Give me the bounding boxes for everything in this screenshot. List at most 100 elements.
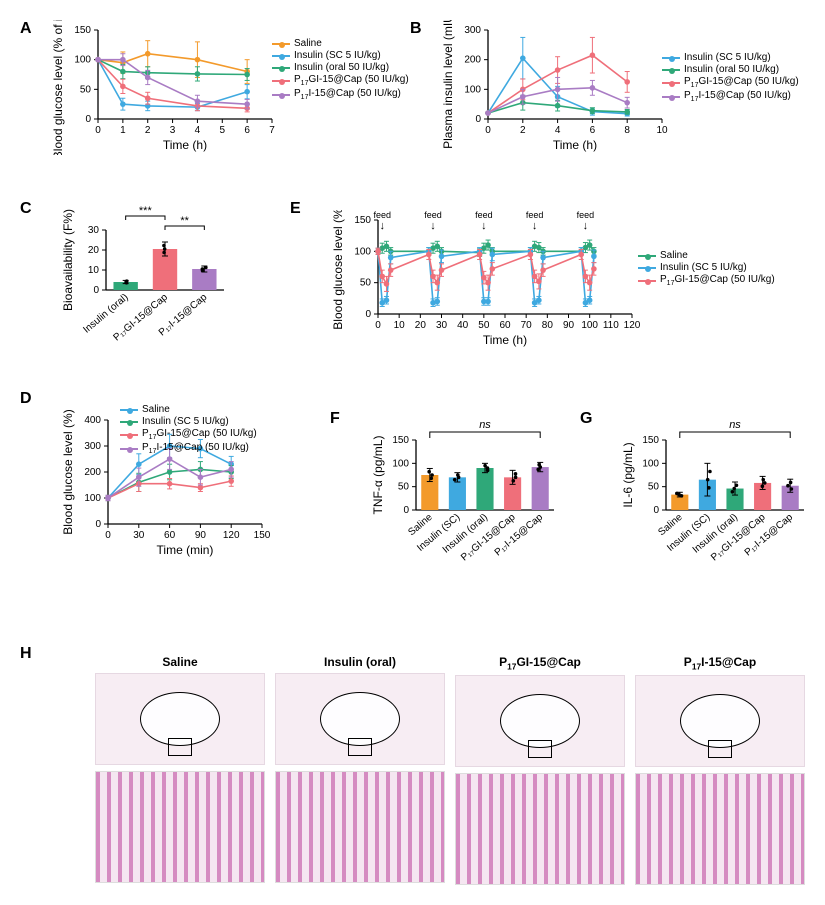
svg-text:Plasma insulin level (mIU/L): Plasma insulin level (mIU/L) bbox=[441, 20, 455, 149]
svg-text:0: 0 bbox=[375, 320, 381, 331]
histology-label: Saline bbox=[95, 655, 265, 669]
svg-text:Time (h): Time (h) bbox=[163, 138, 207, 152]
histology-col: P17GI-15@Cap bbox=[455, 655, 625, 885]
svg-text:feed: feed bbox=[526, 210, 544, 220]
svg-text:150: 150 bbox=[354, 215, 371, 226]
legend-E: SalineInsulin (SC 5 IU/kg)P17GI-15@Cap (… bbox=[638, 250, 775, 288]
svg-text:feed: feed bbox=[475, 210, 493, 220]
panel-label-E: E bbox=[290, 200, 301, 218]
svg-text:↓: ↓ bbox=[379, 220, 385, 232]
svg-text:40: 40 bbox=[457, 320, 469, 331]
svg-text:***: *** bbox=[139, 205, 153, 217]
svg-text:20: 20 bbox=[415, 320, 427, 331]
legend-B: Insulin (SC 5 IU/kg)Insulin (oral 50 IU/… bbox=[662, 52, 799, 104]
svg-text:50: 50 bbox=[478, 320, 490, 331]
histology-label: P17GI-15@Cap bbox=[455, 655, 625, 671]
svg-text:0: 0 bbox=[485, 125, 491, 136]
svg-text:5: 5 bbox=[220, 125, 226, 136]
svg-text:150: 150 bbox=[392, 435, 409, 446]
svg-text:Time (h): Time (h) bbox=[483, 333, 527, 347]
histology-thumb bbox=[455, 675, 625, 767]
svg-text:3: 3 bbox=[170, 125, 176, 136]
svg-text:↓: ↓ bbox=[481, 220, 487, 232]
svg-text:0: 0 bbox=[93, 285, 99, 296]
svg-text:50: 50 bbox=[360, 278, 372, 289]
histology-label: P17I-15@Cap bbox=[635, 655, 805, 671]
svg-text:30: 30 bbox=[133, 530, 145, 541]
svg-text:400: 400 bbox=[84, 415, 101, 426]
svg-text:200: 200 bbox=[84, 467, 101, 478]
histology-thumb bbox=[95, 673, 265, 765]
histology-col: P17I-15@Cap bbox=[635, 655, 805, 885]
histology-zoom bbox=[95, 771, 265, 883]
svg-text:Time (min): Time (min) bbox=[157, 543, 214, 557]
svg-text:150: 150 bbox=[74, 25, 91, 36]
svg-text:P₁₇I-15@Cap: P₁₇I-15@Cap bbox=[743, 512, 796, 559]
svg-text:Blood glucose level (%): Blood glucose level (%) bbox=[61, 410, 75, 535]
svg-text:feed: feed bbox=[577, 210, 595, 220]
panel-label-A: A bbox=[20, 20, 32, 38]
svg-text:200: 200 bbox=[464, 55, 481, 66]
legend-A: SalineInsulin (SC 5 IU/kg)Insulin (oral … bbox=[272, 38, 409, 102]
svg-text:0: 0 bbox=[365, 309, 371, 320]
svg-text:10: 10 bbox=[88, 265, 100, 276]
panel-label-F: F bbox=[330, 410, 340, 428]
histology-thumb bbox=[635, 675, 805, 767]
svg-text:90: 90 bbox=[563, 320, 575, 331]
svg-text:0: 0 bbox=[403, 505, 409, 516]
panel-label-C: C bbox=[20, 200, 32, 218]
svg-text:6: 6 bbox=[244, 125, 250, 136]
svg-text:TNF-α (pg/mL): TNF-α (pg/mL) bbox=[371, 436, 385, 515]
svg-text:100: 100 bbox=[464, 84, 481, 95]
histology-col: Saline bbox=[95, 655, 265, 885]
svg-text:150: 150 bbox=[642, 435, 659, 446]
legend-D: SalineInsulin (SC 5 IU/kg)P17GI-15@Cap (… bbox=[120, 404, 257, 456]
histology-col: Insulin (oral) bbox=[275, 655, 445, 885]
chart-C: 0102030Insulin (oral)P₁₇GI-15@CapP₁₇I-15… bbox=[60, 210, 230, 390]
svg-text:feed: feed bbox=[424, 210, 442, 220]
svg-text:100: 100 bbox=[74, 55, 91, 66]
histology-zoom bbox=[455, 773, 625, 885]
svg-text:100: 100 bbox=[581, 320, 598, 331]
svg-text:90: 90 bbox=[195, 530, 207, 541]
chart-G: 050100150SalineInsulin (SC)Insulin (oral… bbox=[620, 420, 810, 610]
svg-text:30: 30 bbox=[88, 225, 100, 236]
svg-text:IL-6 (pg/mL): IL-6 (pg/mL) bbox=[621, 442, 635, 507]
svg-text:50: 50 bbox=[80, 84, 92, 95]
chart-B: 01002003000246810Time (h)Plasma insulin … bbox=[440, 20, 670, 155]
svg-text:↓: ↓ bbox=[430, 220, 436, 232]
svg-text:feed: feed bbox=[373, 210, 391, 220]
svg-text:100: 100 bbox=[84, 493, 101, 504]
svg-text:0: 0 bbox=[95, 125, 101, 136]
svg-text:0: 0 bbox=[95, 519, 101, 530]
svg-text:60: 60 bbox=[164, 530, 176, 541]
histology-zoom bbox=[275, 771, 445, 883]
svg-text:110: 110 bbox=[603, 320, 619, 331]
svg-text:Blood glucose level (% of init: Blood glucose level (% of initial) bbox=[51, 20, 65, 155]
svg-text:ns: ns bbox=[479, 419, 491, 431]
svg-text:Blood glucose level (%): Blood glucose level (%) bbox=[331, 210, 345, 330]
svg-text:0: 0 bbox=[105, 530, 111, 541]
svg-text:70: 70 bbox=[521, 320, 533, 331]
histology-row: Saline Insulin (oral) P17GI-15@Cap P17I-15@… bbox=[95, 655, 805, 885]
svg-text:↓: ↓ bbox=[583, 220, 589, 232]
svg-text:100: 100 bbox=[642, 458, 659, 469]
svg-text:50: 50 bbox=[648, 482, 660, 493]
svg-text:150: 150 bbox=[254, 530, 270, 541]
svg-text:80: 80 bbox=[542, 320, 554, 331]
svg-text:Time (h): Time (h) bbox=[553, 138, 597, 152]
histology-label: Insulin (oral) bbox=[275, 655, 445, 669]
svg-text:50: 50 bbox=[398, 482, 410, 493]
svg-text:60: 60 bbox=[499, 320, 511, 331]
panel-label-B: B bbox=[410, 20, 422, 38]
figure-root: 05010015001234567Time (h)Blood glucose l… bbox=[0, 0, 825, 905]
svg-text:10: 10 bbox=[394, 320, 406, 331]
svg-text:P₁₇I-15@Cap: P₁₇I-15@Cap bbox=[493, 512, 546, 559]
panel-label-D: D bbox=[20, 390, 32, 408]
svg-text:Bioavailability (F%): Bioavailability (F%) bbox=[61, 209, 75, 311]
chart-F: 050100150SalineInsulin (SC)Insulin (oral… bbox=[370, 420, 560, 610]
chart-E: 0501001500102030405060708090100110120Tim… bbox=[330, 210, 640, 350]
svg-text:120: 120 bbox=[624, 320, 640, 331]
chart-A: 05010015001234567Time (h)Blood glucose l… bbox=[50, 20, 280, 155]
panel-label-H: H bbox=[20, 645, 32, 663]
